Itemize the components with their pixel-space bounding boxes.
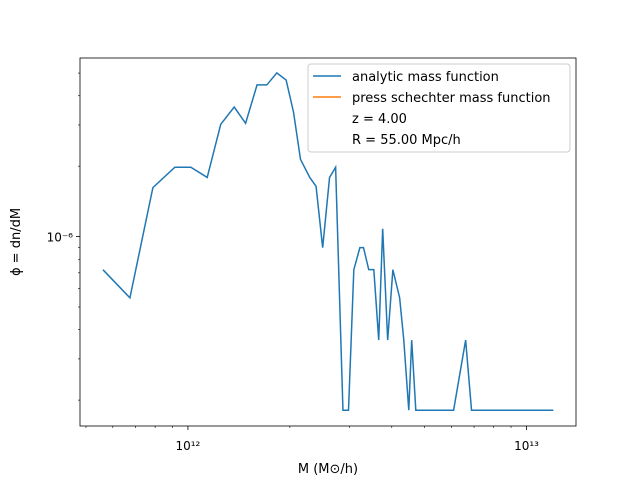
- legend-label: press schechter mass function: [352, 91, 551, 106]
- legend-label: analytic mass function: [352, 70, 499, 85]
- y-tick-label: 10⁻⁶: [47, 231, 74, 245]
- data-line: [102, 71, 554, 411]
- axes-frame: [79, 57, 577, 427]
- x-tick-label: 10¹²: [175, 439, 200, 453]
- legend-box: [307, 63, 571, 153]
- x-axis-label: M (M⊙/h): [298, 462, 358, 477]
- x-tick-label: 10¹³: [514, 439, 539, 453]
- legend-note: z = 4.00: [352, 112, 407, 127]
- legend-note: R = 55.00 Mpc/h: [352, 133, 461, 148]
- y-axis-label: ϕ = dn/dM: [9, 208, 24, 276]
